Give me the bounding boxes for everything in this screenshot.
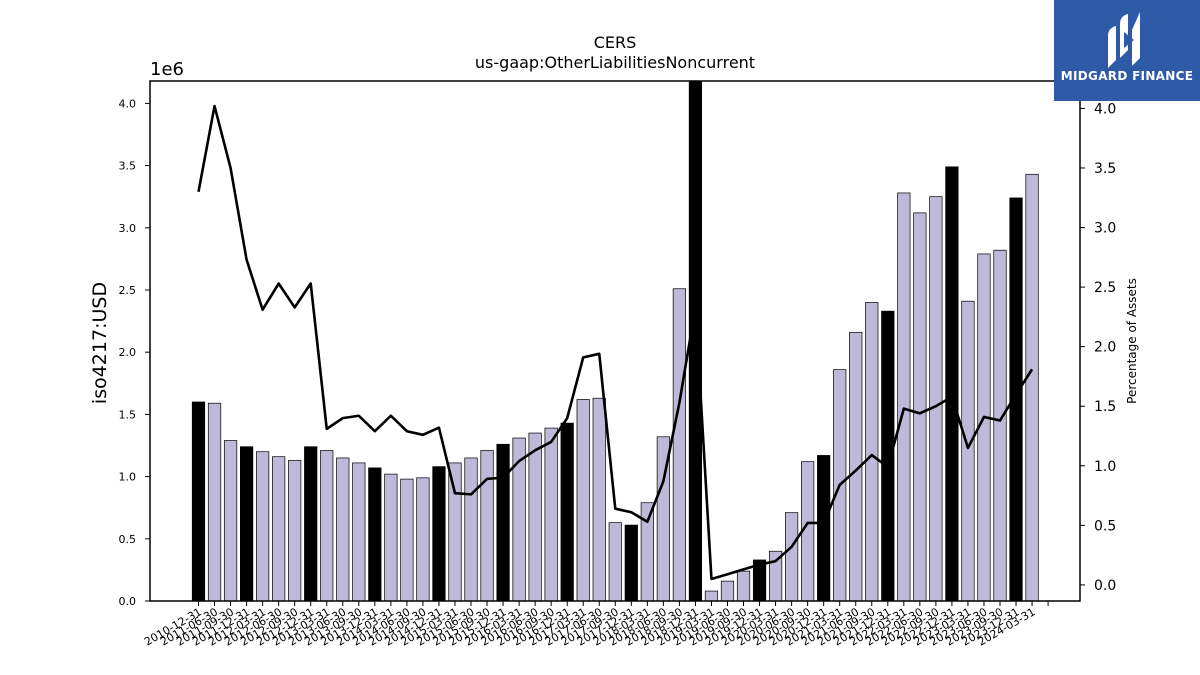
bar (929, 196, 943, 602)
bar (288, 460, 302, 602)
bar (881, 310, 895, 602)
bar (432, 466, 446, 602)
brand-logo: MIDGARD FINANCE (1054, 0, 1200, 101)
y2-tick-label: 0.0 (1094, 578, 1116, 594)
bar (897, 192, 911, 602)
bar (785, 512, 799, 602)
y-tick-label: 1.0 (119, 471, 137, 484)
bar-group (191, 80, 1039, 602)
y-tick-label: 3.0 (119, 222, 137, 235)
y2-tick-label: 1.0 (1094, 459, 1116, 475)
line-group (197, 104, 1034, 581)
bar (704, 590, 719, 602)
bar (961, 300, 975, 602)
bar (239, 446, 254, 602)
y-tick-label: 0.0 (119, 595, 137, 608)
bar (736, 570, 751, 602)
bar (528, 432, 542, 602)
bar (256, 451, 270, 602)
bar (576, 399, 590, 602)
y2-tick-label: 3.0 (1094, 221, 1116, 237)
y2-tick-label: 4.0 (1094, 101, 1116, 117)
chart-subtitle: us-gaap:OtherLiabilitiesNoncurrent (475, 53, 755, 72)
bar (352, 462, 366, 602)
y-axis-offset: 1e6 (150, 59, 184, 80)
bar (608, 522, 622, 602)
bar (672, 288, 687, 602)
bar (304, 446, 318, 602)
bar (993, 249, 1007, 602)
y2-axis-label: Percentage of Assets (1125, 278, 1139, 404)
axes-group: 0.0 0.5 1.0 1.5 2.0 2.5 3.0 3.5 4.0 0.0 0.5 1.0 1.5 2… (119, 97, 1117, 648)
y2-tick-label: 2.0 (1094, 340, 1116, 356)
bar (223, 440, 238, 602)
bar (480, 450, 494, 602)
bar (272, 456, 286, 602)
y-tick-label: 2.5 (119, 284, 137, 297)
bar (384, 473, 398, 602)
bar (624, 524, 638, 602)
series-line (197, 104, 1034, 581)
bar (1025, 173, 1039, 602)
bar (496, 443, 510, 602)
y2-tick-label: 3.5 (1094, 161, 1116, 177)
bar (592, 397, 606, 602)
bar (368, 467, 382, 602)
bar (191, 401, 206, 602)
y2-tick-label: 2.5 (1094, 280, 1116, 296)
y-tick-label: 4.0 (119, 97, 137, 110)
chart-title: CERS (594, 33, 637, 52)
y2-tick-label: 0.5 (1094, 518, 1116, 534)
bar (207, 402, 222, 602)
bar (448, 462, 462, 602)
bar (817, 455, 831, 602)
bar (945, 166, 959, 602)
bar (640, 502, 654, 602)
logo-text: MIDGARD FINANCE (1060, 69, 1194, 83)
bar (336, 457, 350, 602)
bar (865, 302, 879, 602)
bar (416, 477, 430, 602)
y-tick-label: 1.5 (119, 408, 137, 421)
y-tick-label: 3.5 (119, 160, 137, 173)
bar (320, 450, 334, 602)
bar (464, 457, 478, 602)
midgard-logo-icon (1108, 12, 1140, 68)
bar (400, 478, 414, 602)
bar (560, 422, 574, 602)
bar (720, 580, 735, 602)
y-tick-label: 2.0 (119, 346, 137, 359)
y2-tick-label: 1.5 (1094, 399, 1116, 415)
bar (544, 427, 558, 602)
y-tick-label: 0.5 (119, 533, 137, 546)
y-axis-label: iso4217:USD (89, 282, 111, 404)
bar (913, 212, 927, 602)
